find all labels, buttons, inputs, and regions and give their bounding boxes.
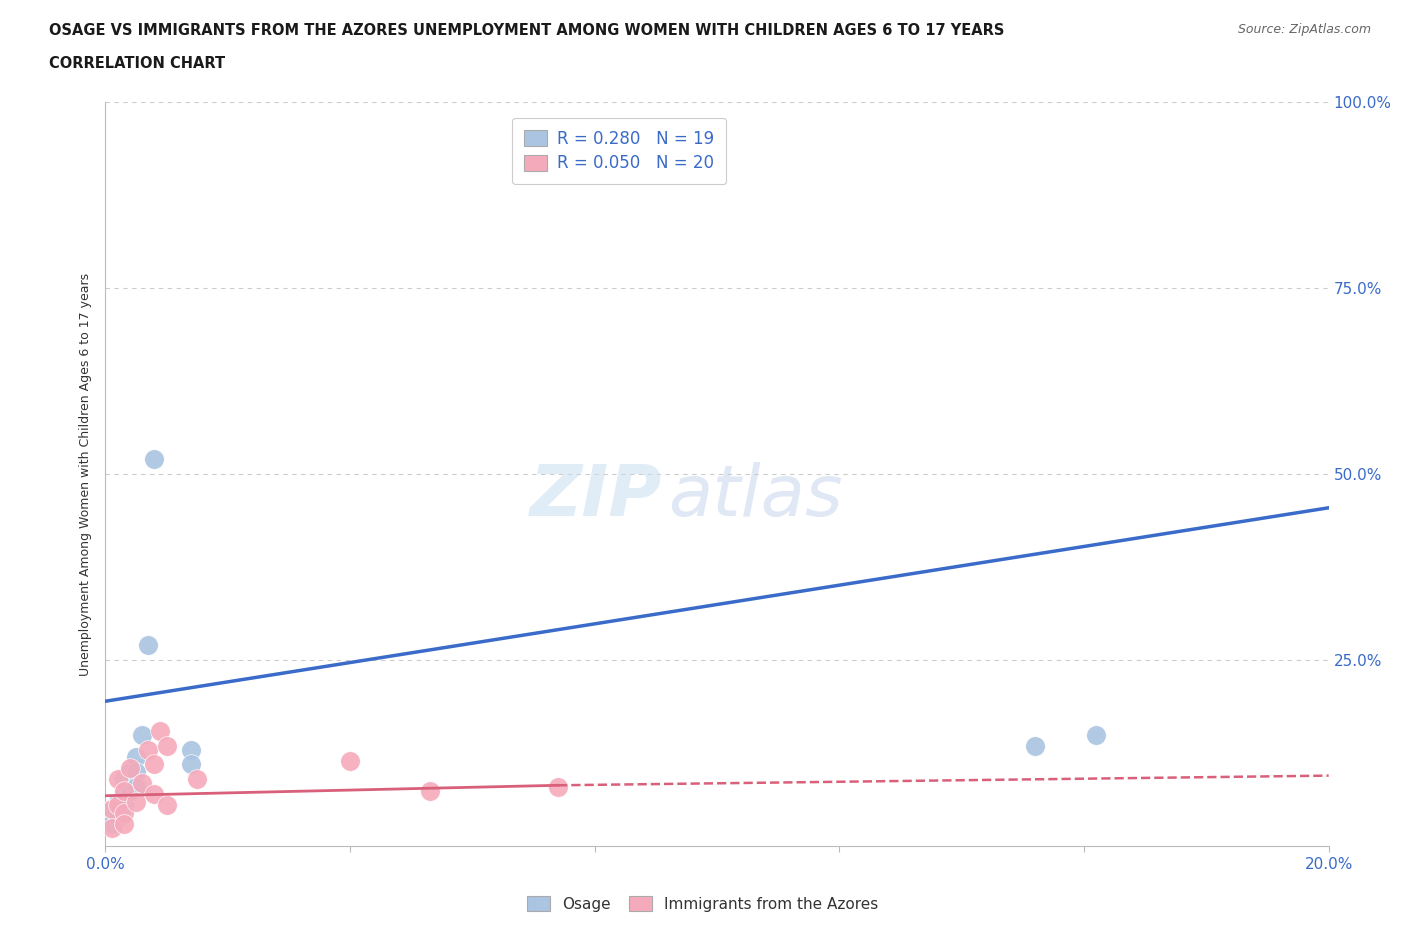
Point [136, 638, 159, 653]
Point [100, 802, 122, 817]
Point [180, 742, 202, 757]
Text: atlas: atlas [668, 462, 842, 531]
Point [112, 783, 135, 798]
Point [155, 738, 177, 753]
Text: OSAGE VS IMMIGRANTS FROM THE AZORES UNEMPLOYMENT AMONG WOMEN WITH CHILDREN AGES : OSAGE VS IMMIGRANTS FROM THE AZORES UNEM… [49, 23, 1004, 38]
Text: ZIP: ZIP [530, 462, 662, 531]
Point [107, 772, 129, 787]
Point [100, 817, 122, 831]
Y-axis label: Unemployment Among Women with Children Ages 6 to 17 years: Unemployment Among Women with Children A… [79, 272, 93, 676]
Point [125, 750, 148, 764]
Point [118, 783, 141, 798]
Point [186, 772, 208, 787]
Point [107, 798, 129, 813]
Point [149, 724, 172, 738]
Point [112, 798, 135, 813]
Point [100, 820, 122, 835]
Point [125, 794, 148, 809]
Point [112, 817, 135, 831]
Point [125, 764, 148, 779]
Point [107, 809, 129, 824]
Point [107, 794, 129, 809]
Point [1085, 727, 1108, 742]
Point [100, 802, 122, 817]
Point [125, 779, 148, 794]
Point [131, 727, 153, 742]
Point [180, 757, 202, 772]
Point [112, 787, 135, 802]
Point [131, 776, 153, 790]
Point [339, 753, 361, 768]
Text: Source: ZipAtlas.com: Source: ZipAtlas.com [1237, 23, 1371, 36]
Point [155, 798, 177, 813]
Point [143, 757, 166, 772]
Point [118, 764, 141, 779]
Point [143, 787, 166, 802]
Point [143, 452, 166, 467]
Legend: R = 0.280   N = 19, R = 0.050   N = 20: R = 0.280 N = 19, R = 0.050 N = 20 [512, 118, 725, 184]
Point [136, 742, 159, 757]
Legend: Osage, Immigrants from the Azores: Osage, Immigrants from the Azores [522, 890, 884, 918]
Point [419, 783, 441, 798]
Point [112, 805, 135, 820]
Point [1024, 738, 1046, 753]
Point [118, 761, 141, 776]
Text: CORRELATION CHART: CORRELATION CHART [49, 56, 225, 71]
Point [547, 779, 569, 794]
Point [112, 772, 135, 787]
